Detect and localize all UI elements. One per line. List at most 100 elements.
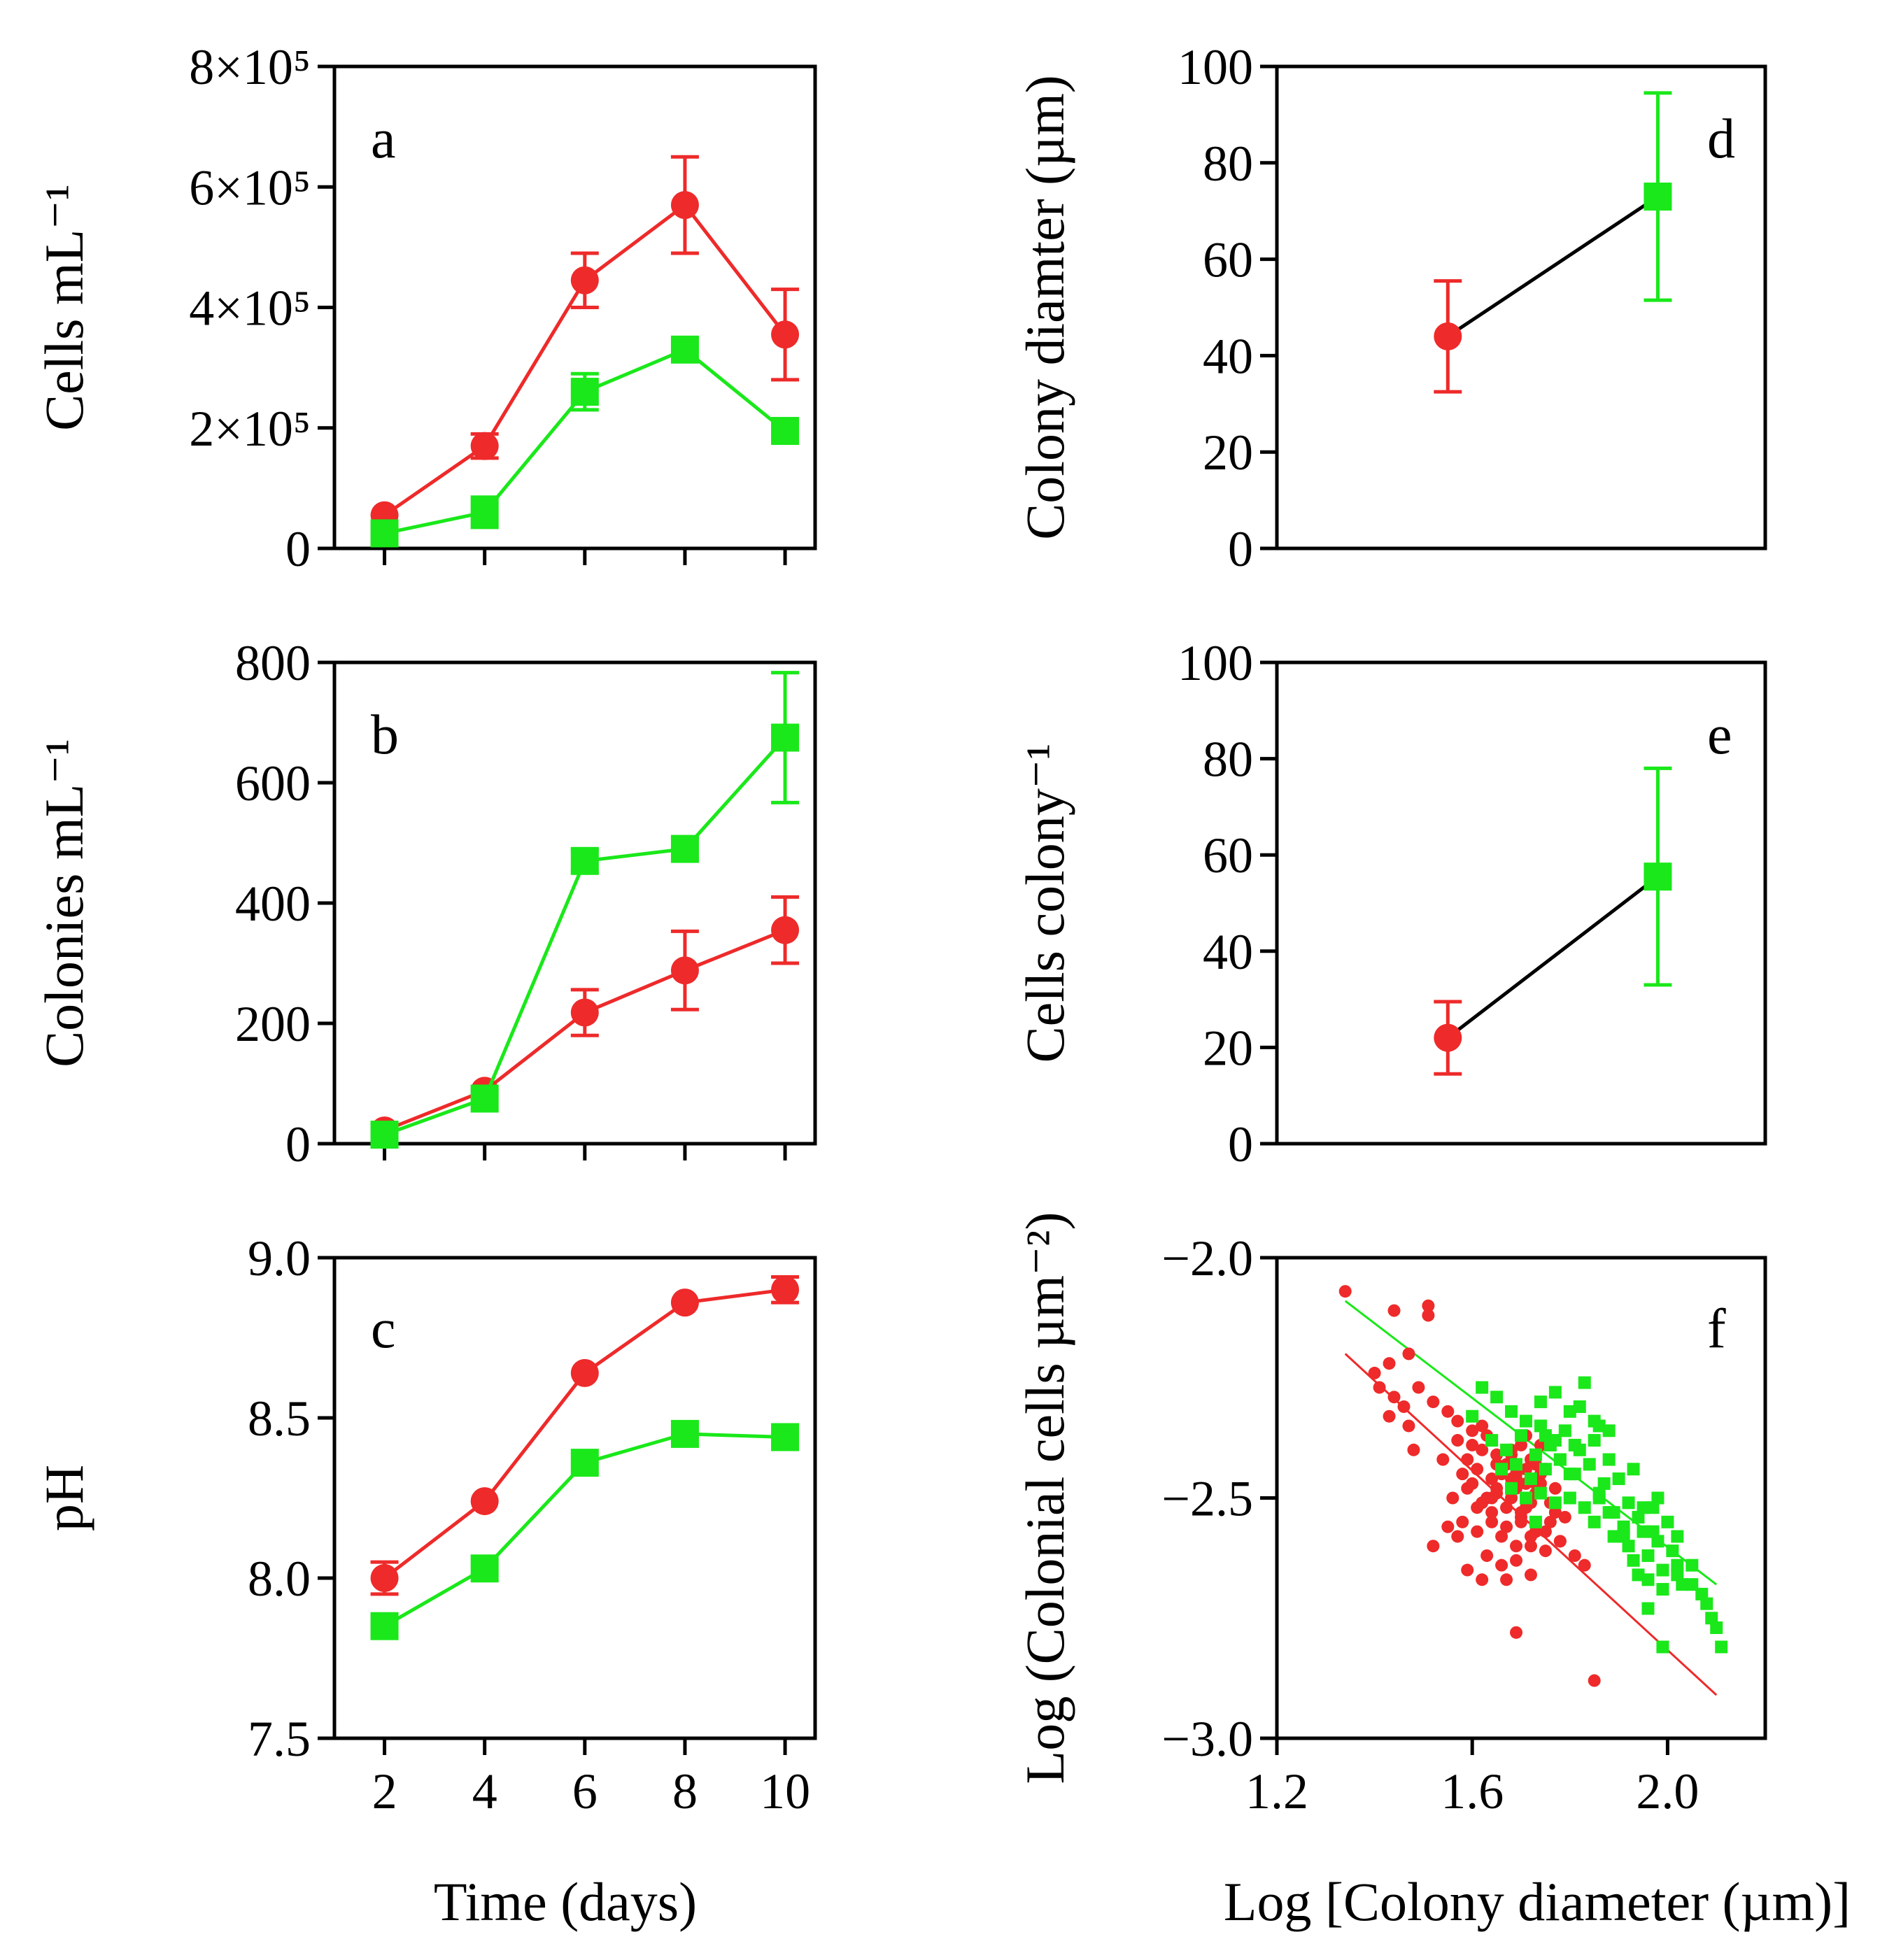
data-point-red — [570, 1358, 599, 1387]
data-point-green — [670, 1419, 699, 1448]
x-tick-label: 1.2 — [1245, 1763, 1308, 1819]
data-point-red — [1480, 1491, 1494, 1505]
data-point-red — [1553, 1535, 1567, 1548]
data-point-red — [1476, 1419, 1489, 1433]
data-point-green — [1539, 1463, 1552, 1476]
data-point-red — [470, 432, 499, 460]
data-point-green — [1485, 1434, 1499, 1447]
data-point-green — [1612, 1472, 1625, 1486]
y-tick-label: 40 — [1203, 328, 1253, 384]
panel-letter-a: a — [371, 108, 396, 170]
x-tick-label: 8 — [672, 1763, 698, 1819]
data-point-green — [1597, 1477, 1611, 1490]
data-point-green — [1588, 1414, 1601, 1428]
data-point-green — [1646, 1525, 1660, 1538]
data-point-red — [1578, 1558, 1591, 1572]
data-point-red — [1495, 1530, 1508, 1543]
data-point-green — [1548, 1496, 1562, 1510]
data-point-green — [1466, 1409, 1479, 1423]
data-point-green — [1476, 1381, 1489, 1394]
x-axis-title-log-diameter: Log [Colony diameter (µm)] — [1224, 1871, 1851, 1932]
data-point-red — [1568, 1549, 1581, 1562]
data-point-red — [1539, 1525, 1552, 1538]
data-point-red — [1510, 1554, 1523, 1567]
x-tick-label: 1.6 — [1441, 1763, 1504, 1819]
x-axis-title-time: Time (days) — [434, 1871, 697, 1932]
data-point-red — [1490, 1482, 1504, 1495]
y-tick-label: 100 — [1178, 39, 1253, 95]
data-point-green — [1519, 1491, 1532, 1505]
data-point-green — [1685, 1558, 1699, 1572]
data-point-green — [570, 846, 599, 875]
y-tick-label: 8.0 — [248, 1551, 311, 1607]
data-point-green — [1563, 1468, 1576, 1481]
y-axis-title-d: Colony diamter (µm) — [1015, 75, 1075, 540]
data-point-red — [1471, 1525, 1484, 1538]
data-point-green — [1519, 1414, 1532, 1428]
data-point-red — [1422, 1309, 1435, 1322]
data-point-red — [1524, 1530, 1537, 1543]
data-point-red — [1461, 1563, 1474, 1577]
data-point-green — [1656, 1640, 1669, 1654]
data-point-red — [1456, 1515, 1469, 1528]
panel-e-frame — [1275, 660, 1767, 1146]
y-tick-label: 7.5 — [248, 1711, 311, 1767]
y-axis-title-e: Cells colony⁻¹ — [1015, 744, 1075, 1063]
connector-line — [1446, 194, 1659, 338]
panel-d: 0 20 40 60 80 100 d Colony diamter (µm) — [1015, 39, 1767, 577]
data-point-red — [1434, 1023, 1462, 1052]
data-point-red — [771, 320, 800, 349]
data-point-red — [1383, 1357, 1396, 1370]
data-point-green — [1524, 1472, 1537, 1486]
data-point-red — [1476, 1573, 1489, 1586]
y-axis-title-b: Colonies mL⁻¹ — [34, 739, 94, 1067]
data-point-green — [670, 335, 699, 364]
data-point-red — [771, 916, 800, 944]
data-point-green — [1710, 1621, 1723, 1634]
y-tick-label: 60 — [1203, 232, 1253, 288]
data-point-red — [1402, 1347, 1415, 1361]
data-point-green — [1646, 1501, 1660, 1514]
data-point-red — [1412, 1381, 1425, 1394]
data-point-red — [1529, 1458, 1542, 1471]
y-tick-label: 600 — [235, 755, 311, 811]
data-point-red — [1480, 1549, 1494, 1562]
data-point-green — [670, 835, 699, 863]
data-point-red — [1461, 1453, 1474, 1466]
data-point-green — [1656, 1563, 1669, 1577]
data-point-red — [1427, 1540, 1440, 1553]
data-point-green — [1563, 1405, 1576, 1418]
data-point-green — [370, 1121, 399, 1149]
data-point-green — [1490, 1391, 1504, 1404]
data-point-green — [1553, 1453, 1567, 1466]
data-point-green — [470, 498, 499, 527]
data-point-red — [1368, 1366, 1381, 1379]
x-tick-label: 2.0 — [1636, 1763, 1699, 1819]
y-tick-label: 400 — [235, 876, 311, 932]
data-point-red — [1338, 1285, 1352, 1298]
data-point-green — [1573, 1400, 1586, 1413]
data-point-red — [1534, 1438, 1547, 1451]
panel-d-frame — [1275, 64, 1767, 551]
panel-letter-f: f — [1707, 1298, 1726, 1360]
data-point-red — [1510, 1626, 1523, 1639]
data-point-green — [1641, 1602, 1655, 1615]
data-point-red — [1373, 1381, 1386, 1394]
data-point-green — [1632, 1510, 1645, 1524]
data-point-green — [1715, 1640, 1728, 1654]
data-point-green — [1588, 1515, 1601, 1528]
panel-e: 0 20 40 60 80 100 e Cells colony⁻¹ — [1015, 635, 1767, 1172]
data-point-green — [1641, 1549, 1655, 1562]
data-point-green — [1510, 1458, 1523, 1471]
data-point-green — [470, 1554, 499, 1583]
y-tick-label: 20 — [1203, 1020, 1253, 1076]
data-point-red — [1446, 1491, 1460, 1505]
data-point-green — [1617, 1525, 1630, 1538]
data-point-red — [1515, 1438, 1527, 1451]
data-point-green — [1500, 1443, 1513, 1456]
y-tick-label: 60 — [1203, 828, 1253, 883]
data-point-green — [1505, 1482, 1518, 1495]
y-tick-label: 20 — [1203, 425, 1253, 481]
data-point-red — [1451, 1414, 1464, 1428]
